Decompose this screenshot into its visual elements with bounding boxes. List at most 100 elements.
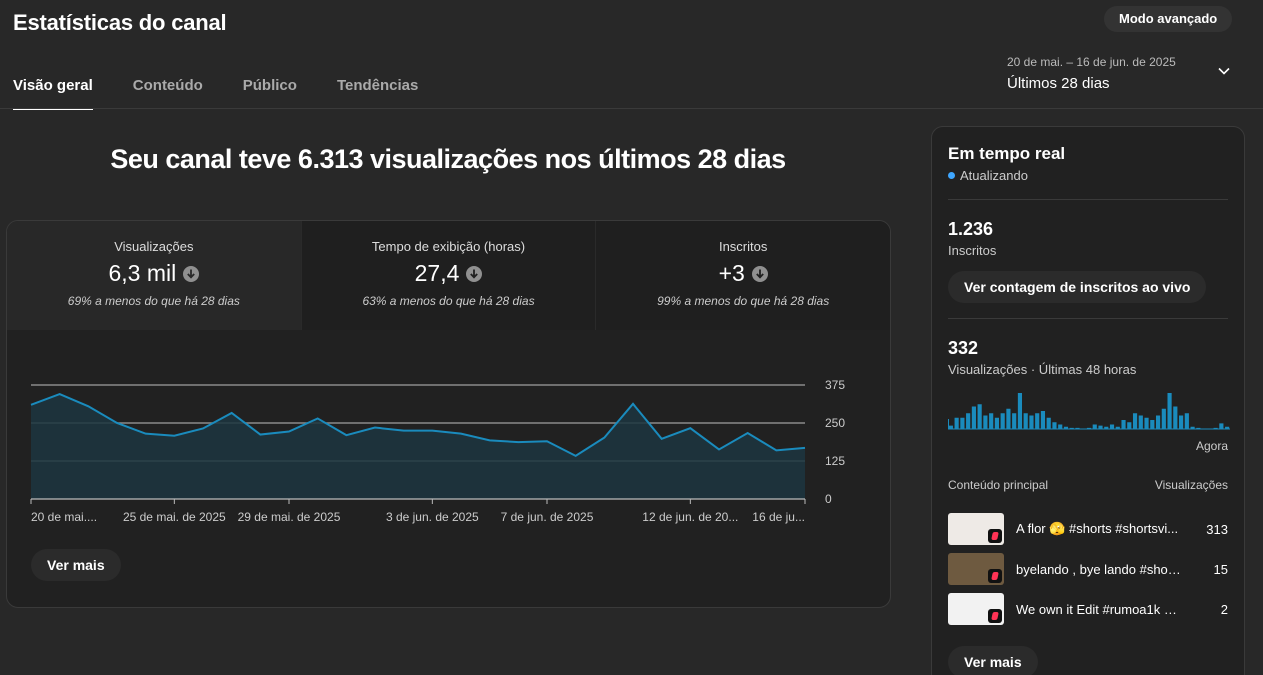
x-tick-label: 12 de jun. de 20... bbox=[642, 510, 738, 524]
hourly-bar bbox=[1155, 415, 1161, 429]
hourly-bar bbox=[1190, 426, 1195, 429]
x-tick-label: 7 de jun. de 2025 bbox=[501, 510, 594, 524]
metric-label: Inscritos bbox=[718, 239, 768, 254]
metric-tab-subscribers[interactable]: Inscritos +3 99% a menos do que há 28 di… bbox=[596, 221, 890, 330]
video-thumbnail bbox=[948, 513, 1004, 545]
hourly-bar bbox=[1069, 427, 1074, 429]
hourly-bar bbox=[1086, 427, 1092, 429]
hourly-bar bbox=[1012, 413, 1017, 429]
shorts-icon bbox=[988, 569, 1002, 583]
shorts-icon bbox=[988, 529, 1002, 543]
metric-tab-watch-time[interactable]: Tempo de exibição (horas) 27,4 63% a men… bbox=[301, 221, 597, 330]
metric-value: 27,4 bbox=[414, 260, 460, 286]
x-tick-label: 20 de mai.... bbox=[31, 510, 97, 524]
hourly-bar bbox=[1121, 420, 1126, 429]
video-title: We own it Edit #rumoa1k #ed... bbox=[1016, 601, 1184, 617]
live-dot-icon bbox=[948, 172, 955, 179]
hourly-bar bbox=[989, 413, 994, 429]
hourly-bar bbox=[1098, 425, 1103, 429]
views-column-header: Visualizações bbox=[1154, 478, 1228, 492]
subscriber-label: Inscritos bbox=[948, 243, 997, 258]
hourly-bar bbox=[1104, 426, 1109, 429]
metric-tabs: Visualizações 6,3 mil 69% a menos do que… bbox=[7, 221, 890, 330]
realtime-status: Atualizando bbox=[948, 168, 1028, 183]
hourly-bar bbox=[994, 417, 999, 429]
hourly-bar bbox=[983, 415, 988, 429]
hourly-bar bbox=[1127, 422, 1132, 429]
video-thumbnail bbox=[948, 593, 1004, 625]
views-chart: 0 125 250 375 20 de mai.... 25 de mai. de 202… bbox=[30, 378, 845, 524]
y-tick-label: 0 bbox=[825, 492, 832, 506]
video-thumbnail bbox=[948, 553, 1004, 585]
hourly-bar bbox=[954, 417, 959, 429]
video-title: A flor 🫣 #shorts #shortsvi... bbox=[1016, 521, 1179, 536]
hourly-bar bbox=[1029, 415, 1034, 429]
hourly-bar bbox=[1225, 426, 1230, 429]
hourly-bar bbox=[971, 406, 976, 429]
now-label: Agora bbox=[1195, 439, 1228, 453]
hourly-bar bbox=[1000, 413, 1005, 429]
tab-bar: Visão geral Conteúdo Público Tendências bbox=[13, 60, 458, 110]
video-views: 2 bbox=[1220, 601, 1228, 617]
realtime-views-label: Visualizações · Últimas 48 horas bbox=[948, 362, 1137, 377]
hourly-bar bbox=[1213, 427, 1218, 429]
y-tick-label: 250 bbox=[825, 416, 845, 430]
video-views: 15 bbox=[1213, 561, 1228, 577]
date-range-selector[interactable]: 20 de mai. – 16 de jun. de 2025 Últimos … bbox=[1007, 55, 1242, 92]
date-range-label: Últimos 28 dias bbox=[1007, 75, 1110, 92]
hourly-bar bbox=[1017, 393, 1023, 429]
top-content-row[interactable]: byelando , bye lando #short... 15 bbox=[948, 553, 1228, 585]
divider bbox=[948, 199, 1228, 200]
realtime-card: Em tempo real Atualizando 1.236 Inscrito… bbox=[931, 126, 1245, 675]
metric-comparison: 99% a menos do que há 28 dias bbox=[657, 294, 830, 308]
metric-comparison: 63% a menos do que há 28 dias bbox=[362, 294, 535, 308]
hourly-bar bbox=[1063, 426, 1069, 429]
tab-overview[interactable]: Visão geral bbox=[13, 60, 93, 110]
tab-content[interactable]: Conteúdo bbox=[132, 77, 203, 94]
hourly-bar bbox=[1161, 408, 1166, 429]
video-views: 313 bbox=[1206, 521, 1228, 537]
divider bbox=[948, 318, 1228, 319]
see-more-content-button[interactable]: Ver mais bbox=[948, 646, 1038, 675]
hourly-bar bbox=[1173, 406, 1178, 429]
tab-trends[interactable]: Tendências bbox=[336, 77, 419, 94]
tab-audience[interactable]: Público bbox=[242, 77, 297, 94]
hourly-bar bbox=[948, 425, 953, 429]
summary-headline: Seu canal teve 6.313 visualizações nos ú… bbox=[110, 144, 786, 174]
arrow-down-icon bbox=[751, 265, 768, 282]
realtime-views-count: 332 bbox=[948, 338, 979, 358]
top-content-row[interactable]: A flor 🫣 #shorts #shortsvi... 313 bbox=[948, 513, 1228, 545]
top-content-row[interactable]: We own it Edit #rumoa1k #ed... 2 bbox=[948, 593, 1228, 625]
live-subscriber-count-button[interactable]: Ver contagem de inscritos ao vivo bbox=[948, 271, 1207, 303]
hourly-bar bbox=[1109, 424, 1115, 429]
x-tick-label: 3 de jun. de 2025 bbox=[386, 510, 479, 524]
y-tick-label: 125 bbox=[825, 454, 845, 468]
chevron-down-icon bbox=[1218, 67, 1230, 75]
hourly-bar bbox=[966, 413, 971, 429]
metric-tab-views[interactable]: Visualizações 6,3 mil 69% a menos do que… bbox=[7, 221, 302, 330]
hourly-bar bbox=[960, 417, 965, 429]
realtime-title: Em tempo real bbox=[948, 144, 1066, 163]
realtime-status-text: Atualizando bbox=[960, 168, 1028, 183]
hourly-bar bbox=[1075, 427, 1080, 429]
advanced-mode-button[interactable]: Modo avançado bbox=[1104, 6, 1233, 32]
shorts-icon bbox=[988, 609, 1002, 623]
hourly-bar bbox=[1219, 423, 1224, 429]
hourly-bar bbox=[1052, 422, 1057, 429]
hourly-bar bbox=[1046, 417, 1051, 429]
arrow-down-icon bbox=[183, 265, 200, 282]
metric-value: 6,3 mil bbox=[108, 260, 177, 286]
hourly-bar bbox=[1035, 413, 1040, 429]
top-content-header: Conteúdo principal bbox=[948, 478, 1049, 492]
page-title: Estatísticas do canal bbox=[13, 10, 227, 35]
subscriber-count: 1.236 bbox=[948, 219, 994, 239]
x-tick-label: 16 de ju... bbox=[752, 510, 805, 524]
video-title: byelando , bye lando #short... bbox=[1016, 561, 1184, 577]
hourly-bar bbox=[1058, 424, 1063, 429]
hourly-bar bbox=[1006, 408, 1011, 429]
hourly-bar bbox=[1179, 415, 1184, 429]
arrow-down-icon bbox=[466, 265, 483, 282]
metric-label: Visualizações bbox=[114, 239, 194, 254]
see-more-button[interactable]: Ver mais bbox=[31, 549, 121, 581]
hourly-bar bbox=[1092, 424, 1097, 429]
